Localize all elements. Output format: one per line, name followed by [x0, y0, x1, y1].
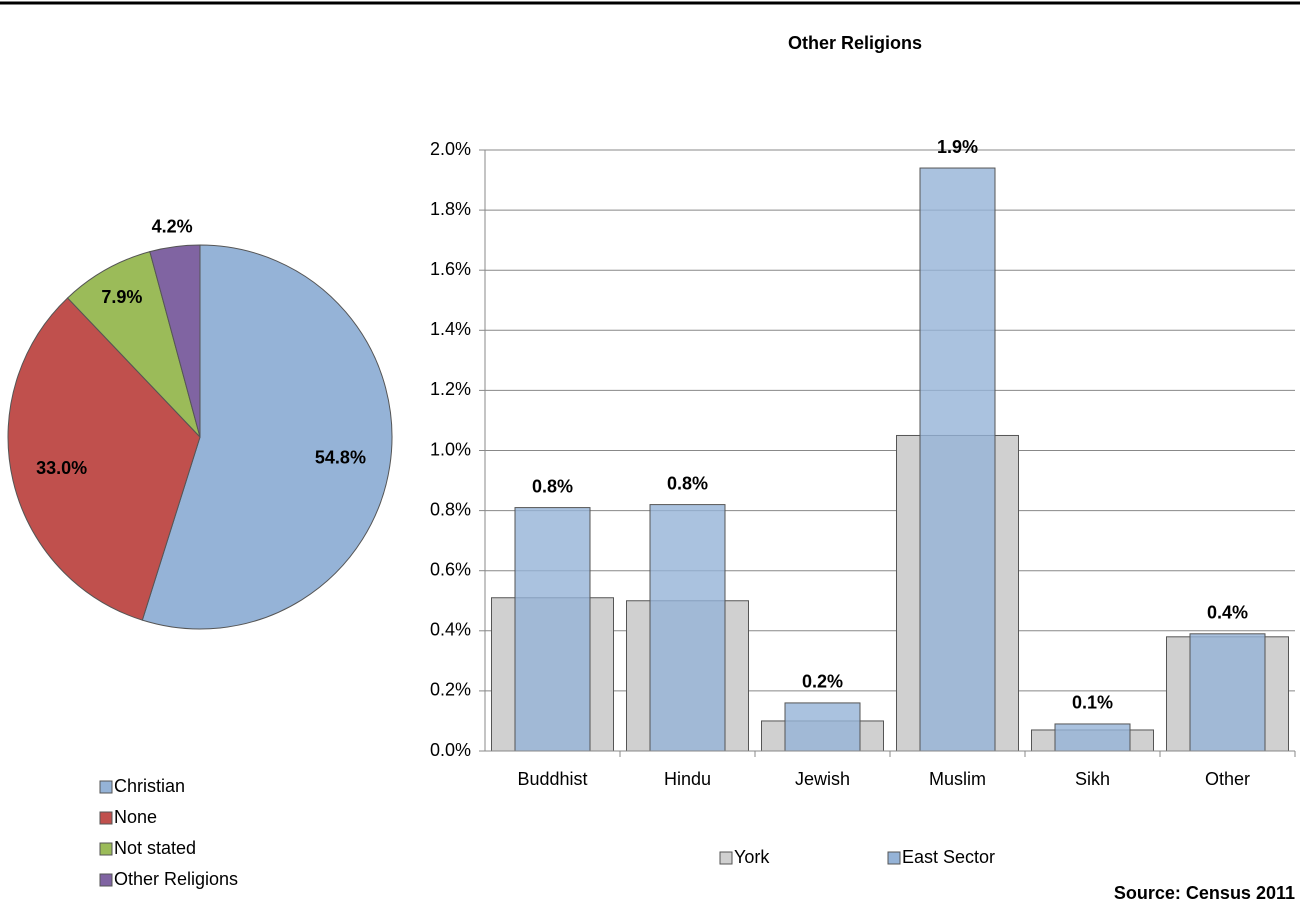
x-tick-label: Muslim — [929, 769, 986, 789]
x-tick-label: Sikh — [1075, 769, 1110, 789]
y-tick-label: 0.2% — [430, 680, 471, 700]
y-tick-label: 1.6% — [430, 259, 471, 279]
data-label: 4.2% — [152, 216, 193, 236]
pie-slice — [149, 244, 201, 438]
x-tick-label: Other — [1205, 769, 1250, 789]
source-note: Source: Census 2011 — [1114, 883, 1295, 903]
legend-label: Not stated — [114, 838, 196, 858]
legend-label: Christian — [114, 776, 185, 796]
data-label: 54.8% — [315, 447, 366, 467]
bar — [919, 167, 996, 752]
data-label: 1.9% — [937, 137, 978, 157]
legend-label: None — [114, 807, 157, 827]
y-tick-label: 0.6% — [430, 559, 471, 579]
legend-swatch — [99, 811, 113, 825]
x-tick-label: Hindu — [664, 769, 711, 789]
pie-slice — [141, 244, 393, 630]
data-label: 0.1% — [1072, 693, 1113, 713]
legend-swatch — [719, 851, 733, 865]
legend-swatch — [99, 873, 113, 887]
pie-slice — [66, 251, 201, 438]
data-label: 7.9% — [101, 287, 142, 307]
bar — [649, 504, 726, 752]
data-label: 33.0% — [36, 458, 87, 478]
bar — [784, 702, 861, 752]
y-tick-label: 1.8% — [430, 199, 471, 219]
y-tick-label: 1.0% — [430, 439, 471, 459]
x-tick-label: Buddhist — [517, 769, 587, 789]
data-label: 0.4% — [1207, 603, 1248, 623]
y-tick-label: 1.4% — [430, 319, 471, 339]
data-label: 0.2% — [802, 672, 843, 692]
chart-title: Other Religions — [788, 33, 922, 53]
bar — [1054, 723, 1131, 752]
legend-label: Other Religions — [114, 869, 238, 889]
legend-label: York — [734, 847, 770, 867]
bar — [514, 507, 591, 752]
x-tick-label: Jewish — [795, 769, 850, 789]
y-tick-label: 0.8% — [430, 499, 471, 519]
y-tick-label: 1.2% — [430, 379, 471, 399]
legend-swatch — [887, 851, 901, 865]
pie-slice — [7, 297, 201, 621]
legend-swatch — [99, 780, 113, 794]
data-label: 0.8% — [667, 473, 708, 493]
bar — [1189, 633, 1266, 752]
y-tick-label: 0.0% — [430, 740, 471, 760]
y-tick-label: 2.0% — [430, 139, 471, 159]
y-tick-label: 0.4% — [430, 620, 471, 640]
legend-swatch — [99, 842, 113, 856]
legend-label: East Sector — [902, 847, 995, 867]
data-label: 0.8% — [532, 476, 573, 496]
